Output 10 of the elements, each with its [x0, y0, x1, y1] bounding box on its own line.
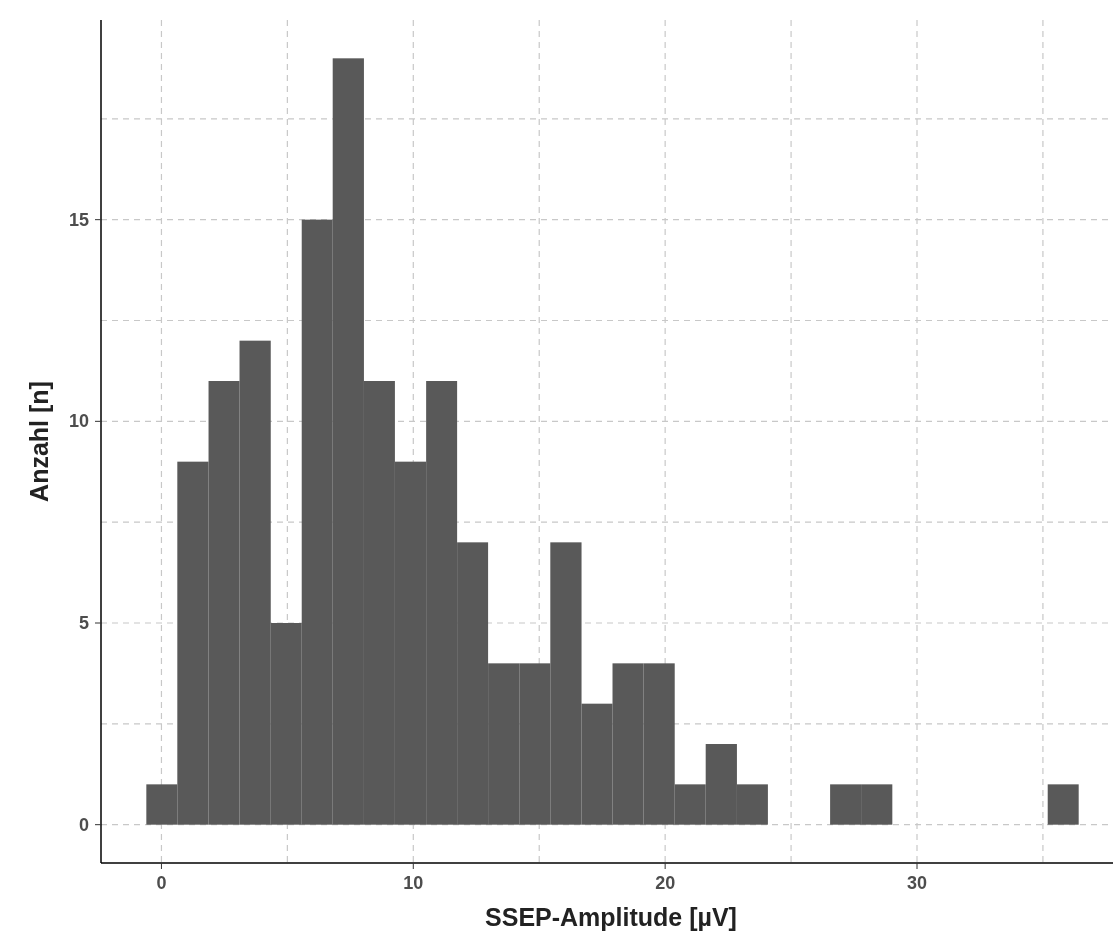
x-tick-label: 10	[403, 873, 424, 893]
y-axis-title: Anzahl [n]	[25, 381, 53, 502]
y-tick-label: 5	[78, 613, 89, 634]
y-tick-label: 15	[68, 209, 89, 230]
y-tick-label: 0	[78, 814, 89, 835]
x-axis-title: SSEP-Amplitude [µV]	[485, 903, 737, 931]
y-tick-label: 10	[68, 411, 89, 432]
x-tick-label: 30	[906, 873, 928, 893]
x-tick-label: 20	[655, 873, 676, 893]
x-tick-label: 0	[156, 873, 167, 893]
